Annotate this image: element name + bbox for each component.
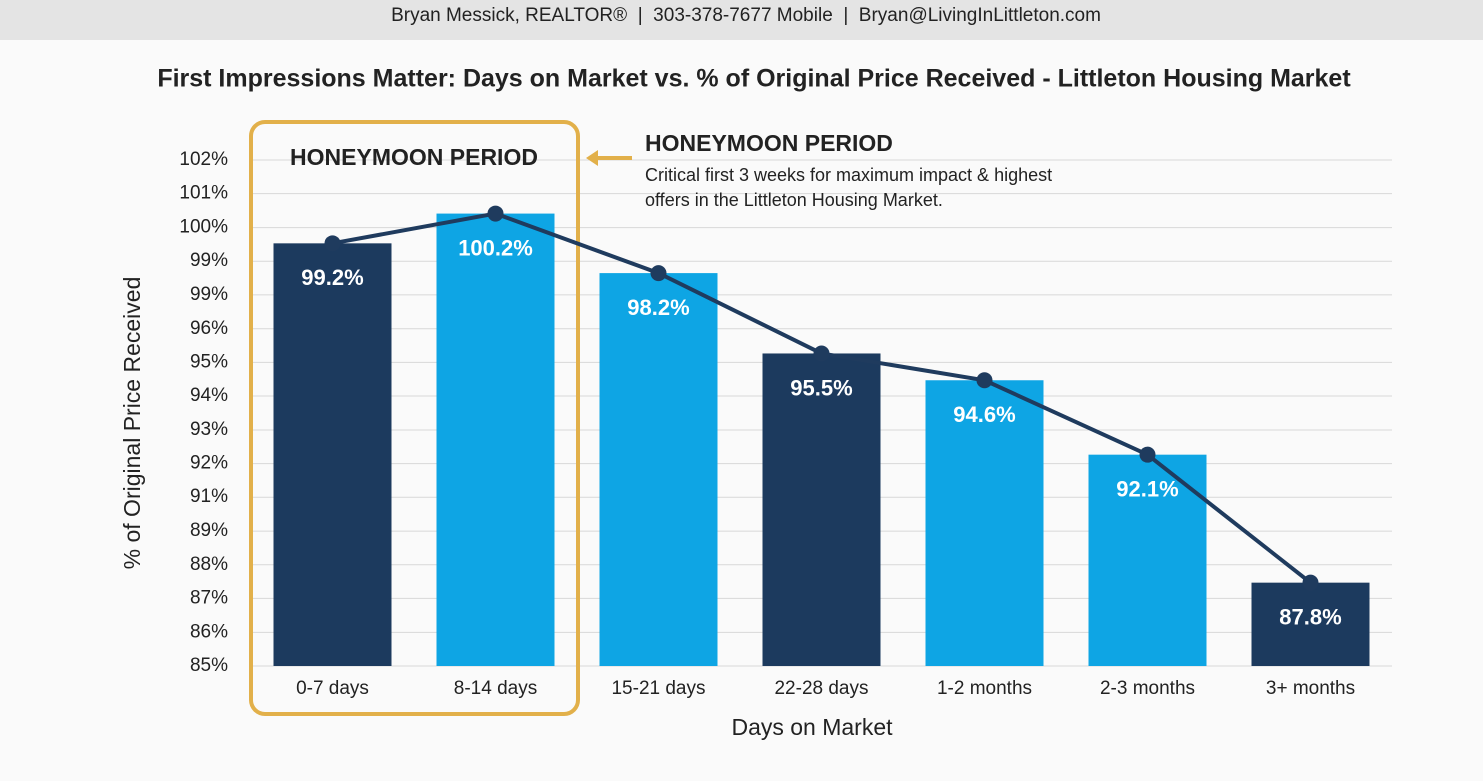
x-tick-label: 15-21 days bbox=[611, 678, 705, 699]
annotation-title: HONEYMOON PERIOD bbox=[645, 130, 893, 156]
y-tick-label: 101% bbox=[179, 183, 228, 204]
y-tick-label: 102% bbox=[179, 149, 228, 170]
y-tick-label: 88% bbox=[190, 554, 228, 575]
y-tick-label: 85% bbox=[190, 655, 228, 676]
x-tick-label: 2-3 months bbox=[1100, 678, 1195, 699]
value-label: 94.6% bbox=[953, 402, 1015, 427]
arrow-head bbox=[586, 150, 598, 166]
trend-point bbox=[1139, 446, 1156, 463]
bar bbox=[925, 380, 1044, 666]
trend-point bbox=[324, 235, 341, 252]
value-label: 100.2% bbox=[458, 235, 533, 260]
bar bbox=[1088, 454, 1207, 666]
annotation-text: Critical first 3 weeks for maximum impac… bbox=[645, 165, 1052, 185]
trend-point bbox=[976, 372, 993, 389]
bars: 0-7 days 8-14 days 15-21 days 22-28 days 1-2… bbox=[273, 213, 1370, 699]
x-tick-label: 8-14 days bbox=[454, 678, 537, 699]
trend-point bbox=[813, 345, 830, 362]
bar bbox=[1251, 582, 1370, 666]
value-label: 98.2% bbox=[627, 295, 689, 320]
x-tick-label: 22-28 days bbox=[774, 678, 868, 699]
y-tick-label: 96% bbox=[190, 318, 228, 339]
value-label: 92.1% bbox=[1116, 476, 1178, 501]
annotation-text: offers in the Littleton Housing Market. bbox=[645, 190, 943, 210]
y-tick-label: 86% bbox=[190, 621, 228, 642]
bar bbox=[436, 213, 555, 666]
y-tick-label: 94% bbox=[190, 385, 228, 406]
value-label: 99.2% bbox=[301, 265, 363, 290]
y-tick-label: 99% bbox=[190, 284, 228, 305]
value-label: 87.8% bbox=[1279, 604, 1341, 629]
highlight-label: HONEYMOON PERIOD bbox=[290, 144, 538, 170]
y-axis-label: % of Original Price Received bbox=[119, 277, 145, 570]
y-tick-label: 100% bbox=[179, 217, 228, 238]
y-tick-label: 87% bbox=[190, 587, 228, 608]
bar bbox=[273, 243, 392, 666]
x-tick-label: 1-2 months bbox=[937, 678, 1032, 699]
trend-point bbox=[1302, 574, 1319, 591]
value-label: 95.5% bbox=[790, 375, 852, 400]
trend-point bbox=[650, 265, 667, 282]
bar bbox=[762, 353, 881, 666]
bar bbox=[599, 273, 718, 666]
y-tick-label: 91% bbox=[190, 486, 228, 507]
x-tick-label: 3+ months bbox=[1266, 678, 1355, 699]
y-tick-label: 95% bbox=[190, 351, 228, 372]
x-tick-label: 0-7 days bbox=[296, 678, 369, 699]
y-tick-label: 89% bbox=[190, 520, 228, 541]
trend-point bbox=[487, 205, 504, 222]
y-tick-label: 93% bbox=[190, 419, 228, 440]
y-tick-label: 99% bbox=[190, 250, 228, 271]
chart-title: First Impressions Matter: Days on Market… bbox=[157, 65, 1351, 93]
y-tick-label: 92% bbox=[190, 453, 228, 474]
header-bar bbox=[0, 0, 1483, 40]
x-axis-label: Days on Market bbox=[731, 714, 893, 740]
header-text: Bryan Messick, REALTOR® | 303-378-7677 M… bbox=[391, 5, 1101, 26]
highlight-box bbox=[249, 120, 580, 716]
